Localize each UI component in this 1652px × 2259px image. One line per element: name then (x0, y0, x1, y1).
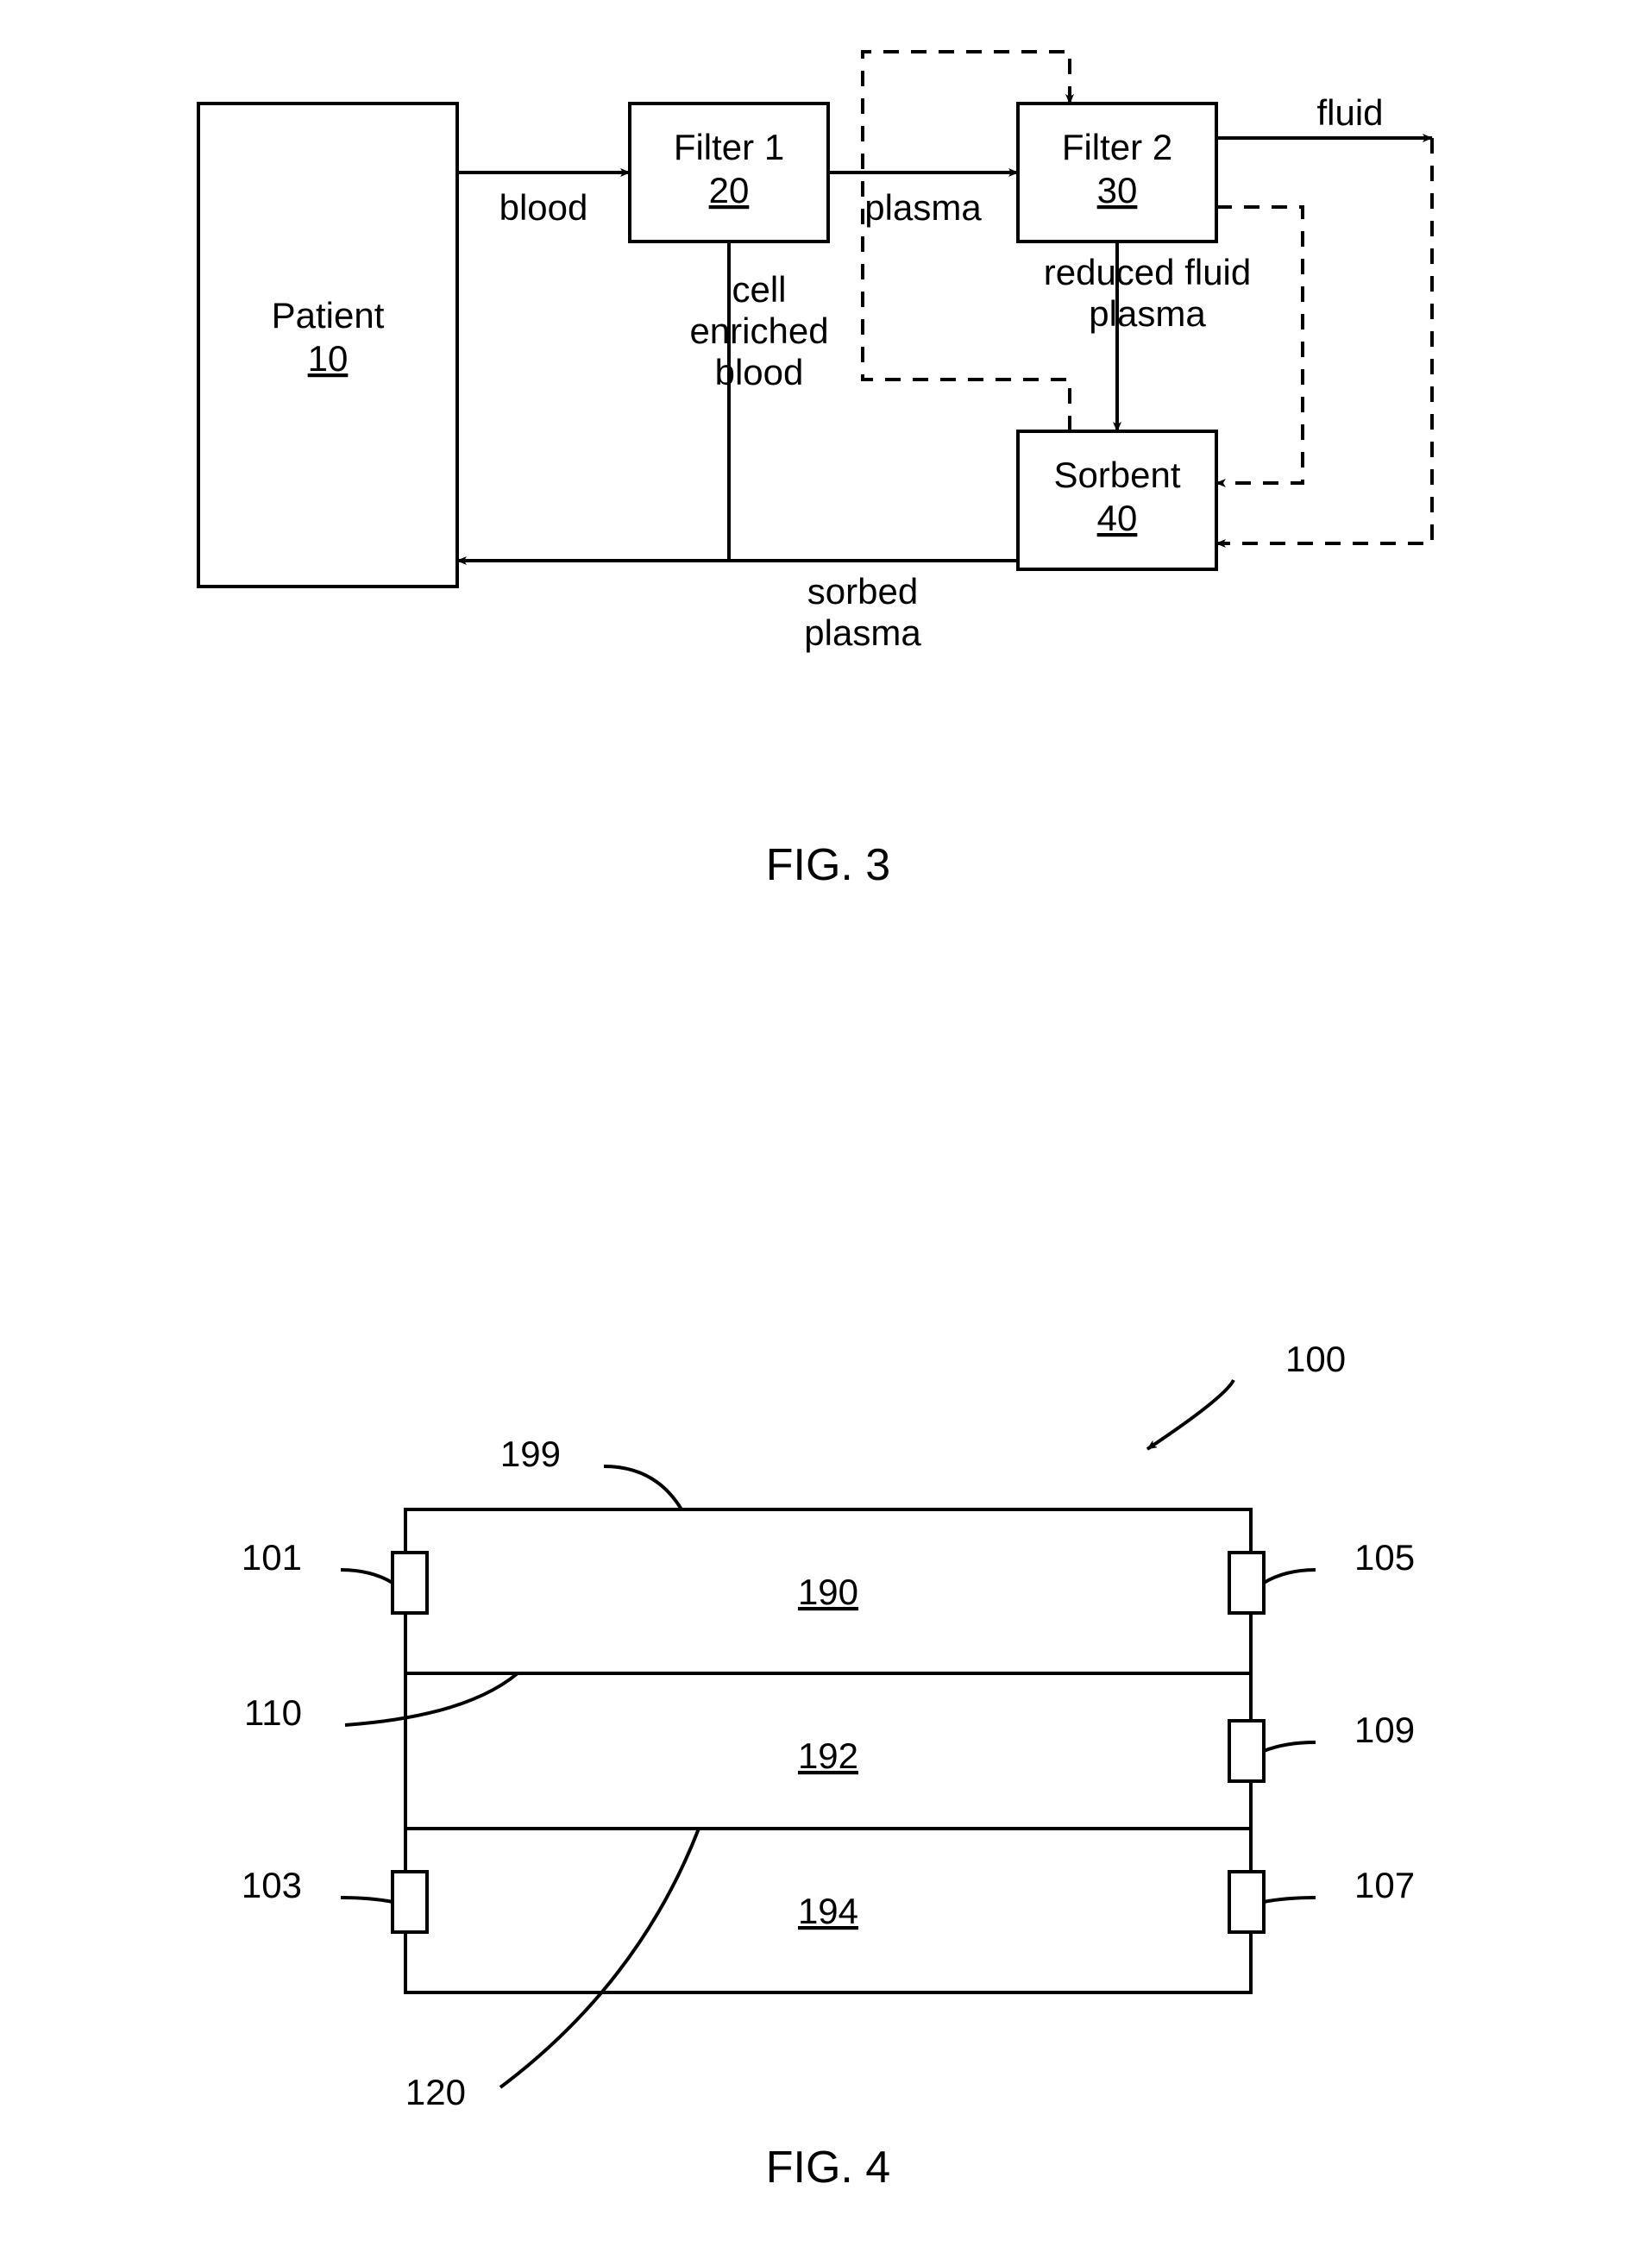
box-filter2-label: Filter 2 (1062, 127, 1172, 167)
box-patient-label: Patient (272, 295, 385, 336)
port-109 (1229, 1721, 1264, 1781)
fig4-leader-109-label: 109 (1354, 1710, 1415, 1750)
fig-3: Patient10 Filter 120 Filter 230 Sorbent40 bl… (198, 52, 1432, 890)
edge-blood: blood (457, 173, 630, 228)
fig4-leader-103: 103 (242, 1865, 393, 1905)
fig4-leader-199-label: 199 (500, 1434, 561, 1474)
box-patient-ref: 10 (308, 338, 349, 379)
edge-plasma-label: plasma (864, 187, 982, 228)
port-103 (393, 1872, 427, 1932)
edge-reduced-fluid-plasma: reduced fluidplasma (1044, 242, 1252, 431)
fig3-caption: FIG. 3 (766, 840, 890, 890)
box-filter1-label: Filter 1 (674, 127, 784, 167)
port-105 (1229, 1553, 1264, 1613)
edge-reduced-fluid-plasma-label-0: reduced fluid (1044, 252, 1252, 292)
fig4-leader-110-label: 110 (244, 1692, 302, 1733)
box-sorbent-ref: 40 (1097, 498, 1138, 538)
fig4-leader-101: 101 (242, 1537, 393, 1583)
edge-plasma: plasma (828, 173, 1018, 228)
edge-cell-enriched-blood-label-1: enriched (689, 311, 828, 351)
fig4-region-ref-1: 192 (798, 1735, 858, 1776)
fig4-leader-107-label: 107 (1354, 1865, 1415, 1905)
fig4-leader-107: 107 (1264, 1865, 1415, 1905)
edge-sorbed-plasma-label-1: plasma (804, 612, 921, 653)
edge-cell-enriched-blood-label-2: blood (715, 352, 804, 392)
fig4-caption: FIG. 4 (766, 2143, 890, 2193)
fig4-leader-120-label: 120 (405, 2072, 466, 2112)
box-sorbent-label: Sorbent (1053, 455, 1180, 495)
box-filter1-ref: 20 (709, 170, 750, 210)
fig4-leader-103-label: 103 (242, 1865, 302, 1905)
port-107 (1229, 1872, 1264, 1932)
edge-reduced-fluid-plasma-label-1: plasma (1089, 293, 1206, 334)
fig4-leader-109: 109 (1264, 1710, 1415, 1751)
port-101 (393, 1553, 427, 1613)
edge-sorbed-plasma-label-0: sorbed (807, 571, 918, 612)
edge-sorbed-plasma: sorbedplasma (729, 561, 1018, 653)
edge-fluid-label: fluid (1316, 92, 1383, 133)
edge-fluid: fluid (1216, 92, 1432, 138)
fig4-leader-105: 105 (1264, 1537, 1415, 1583)
edge-cell-enriched-blood: cellenrichedblood (457, 242, 829, 561)
fig4-leader-199: 199 (500, 1434, 682, 1509)
dashed-filter2-out-to-sorbent (1216, 207, 1303, 483)
box-filter2: Filter 230 (1018, 104, 1216, 242)
fig4-leader-110: 110 (244, 1673, 518, 1733)
box-filter2-ref: 30 (1097, 170, 1138, 210)
fig4-leader-120: 120 (405, 1829, 699, 2112)
fig4-region-ref-2: 194 (798, 1891, 858, 1931)
fig4-assembly-arrow (1147, 1380, 1234, 1449)
edge-blood-label: blood (499, 187, 588, 228)
fig4-region-ref-0: 190 (798, 1572, 858, 1612)
box-sorbent: Sorbent40 (1018, 431, 1216, 569)
box-filter1: Filter 120 (630, 104, 828, 242)
fig4-leader-105-label: 105 (1354, 1537, 1415, 1578)
edge-cell-enriched-blood-label-0: cell (732, 269, 786, 310)
fig4-assembly-ref: 100 (1285, 1339, 1346, 1379)
box-patient: Patient10 (198, 104, 457, 587)
fig-4: 100 190 192 194 199 101 105 110 109 103 107 120 FIG.… (242, 1339, 1415, 2193)
fig4-leader-101-label: 101 (242, 1537, 302, 1578)
